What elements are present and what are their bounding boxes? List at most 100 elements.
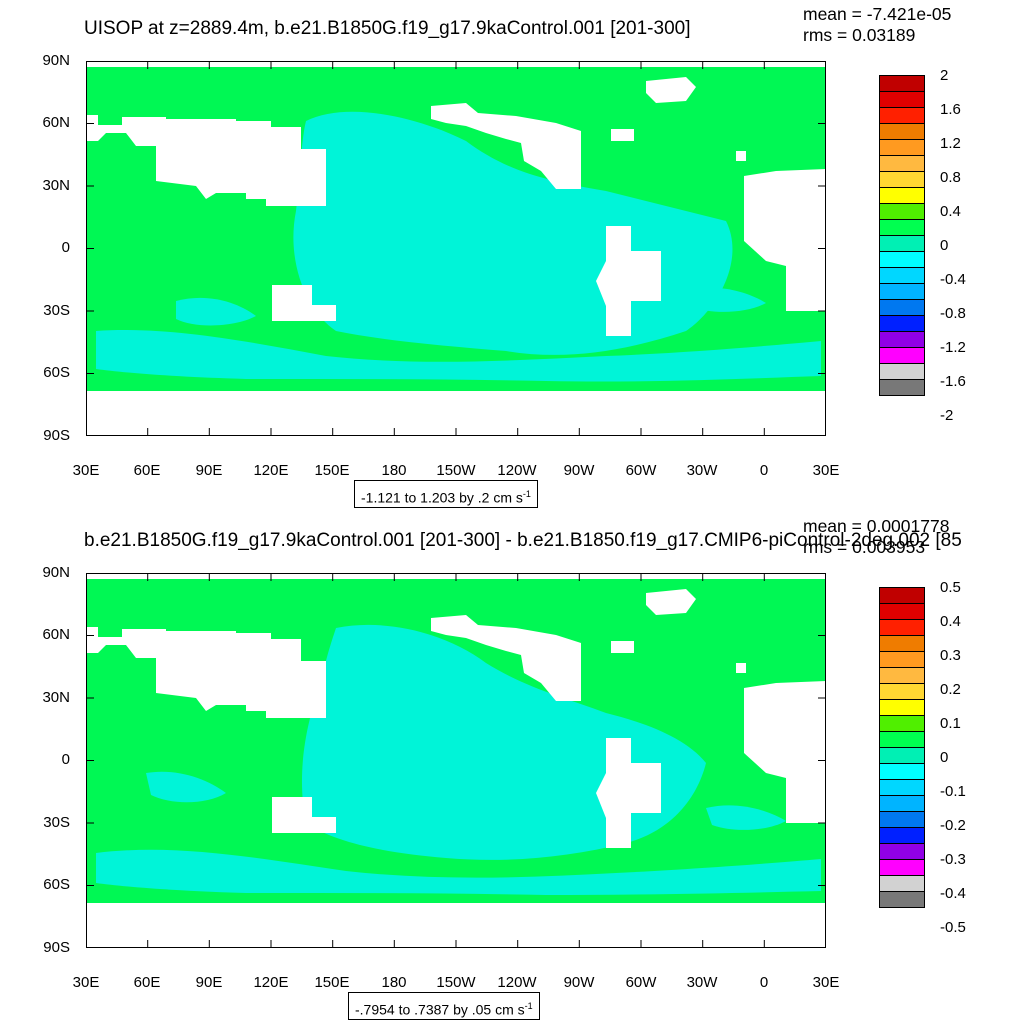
- colorbar-swatch: [879, 811, 925, 828]
- colorbar-label: 0.8: [940, 169, 961, 186]
- colorbar-swatch: [879, 155, 925, 172]
- colorbar-swatch: [879, 795, 925, 812]
- lon-label: 180: [381, 974, 407, 991]
- colorbar-swatch: [879, 587, 925, 604]
- colorbar-swatch: [879, 363, 925, 380]
- colorbar-swatch: [879, 843, 925, 860]
- colorbar-swatch: [879, 235, 925, 252]
- lon-label: 60E: [133, 974, 161, 991]
- lon-label: 60E: [133, 462, 161, 479]
- mean-value: mean = 0.0001778: [803, 516, 950, 536]
- mean-value: mean = -7.421e-05: [803, 4, 952, 24]
- colorbar-label: 0.1: [940, 715, 961, 732]
- arabia-land: [241, 691, 261, 705]
- grid-ticks: [86, 573, 826, 948]
- colorbar-swatch: [879, 91, 925, 108]
- units-label: -1.121 to 1.203 by .2 cm s-1: [354, 480, 538, 508]
- lon-label: 120W: [497, 462, 537, 479]
- colorbar-swatch: [879, 715, 925, 732]
- colorbar-swatch: [879, 875, 925, 892]
- lon-label: 30W: [686, 462, 718, 479]
- colorbar-swatch: [879, 251, 925, 268]
- lat-label: 30N: [42, 177, 70, 194]
- panel-bottom-difference: b.e21.B1850G.f19_g17.9kaControl.001 [201…: [0, 512, 1024, 1024]
- map-svg: [86, 61, 826, 436]
- colorbar-swatch: [879, 699, 925, 716]
- antarctica-land: [86, 903, 826, 948]
- colorbar-swatch: [879, 683, 925, 700]
- colorbar-label: -0.1: [940, 783, 966, 800]
- colorbar-swatch: [879, 667, 925, 684]
- colorbar-swatch: [879, 603, 925, 620]
- lon-label: 90W: [563, 974, 595, 991]
- colorbar-label: -1.6: [940, 373, 966, 390]
- north-america-land: [431, 103, 581, 189]
- lon-label: 0: [759, 974, 769, 991]
- lat-label: 60N: [42, 626, 70, 643]
- colorbar-label: 1.6: [940, 101, 961, 118]
- colorbar-swatch: [879, 107, 925, 124]
- lon-label: 150E: [314, 462, 350, 479]
- australia-land: [272, 797, 336, 833]
- colorbar-swatch: [879, 123, 925, 140]
- colorbar-swatch: [879, 779, 925, 796]
- lon-label: 30W: [686, 974, 718, 991]
- colorbar-swatch: [879, 283, 925, 300]
- colorbar-label: -0.2: [940, 817, 966, 834]
- south-america-land: [596, 226, 661, 336]
- plot-frame: [86, 61, 826, 436]
- colorbar-label: -2: [940, 407, 954, 424]
- colorbar-swatch: [879, 267, 925, 284]
- rms-value: rms = 0.03189: [803, 25, 916, 45]
- iberia-land: [736, 663, 746, 673]
- colorbar-swatch: [879, 299, 925, 316]
- lat-label: 60S: [43, 364, 70, 381]
- plot-title: b.e21.B1850G.f19_g17.9kaControl.001 [201…: [84, 530, 962, 551]
- lat-label: 90S: [43, 939, 70, 956]
- lon-label: 60W: [625, 974, 657, 991]
- colorbar-swatch: [879, 763, 925, 780]
- lon-label: 30E: [72, 974, 100, 991]
- lon-label: 150W: [436, 462, 476, 479]
- colorbar: [879, 587, 925, 908]
- colorbar-label: 1.2: [940, 135, 961, 152]
- lat-label: 60S: [43, 876, 70, 893]
- map-svg: [86, 573, 826, 948]
- colorbar-label: -0.5: [940, 919, 966, 936]
- colorbar-swatch: [879, 891, 925, 908]
- colorbar-swatch: [879, 635, 925, 652]
- lon-label: 120W: [497, 974, 537, 991]
- colorbar-swatch: [879, 187, 925, 204]
- units-label: -.7954 to .7387 by .05 cm s-1: [348, 992, 540, 1020]
- colorbar-swatch: [879, 75, 925, 92]
- lon-label: 90W: [563, 462, 595, 479]
- lon-label: 90E: [195, 974, 223, 991]
- map-plot: [86, 61, 826, 436]
- stats-box: mean = -7.421e-05 rms = 0.03189: [803, 4, 951, 46]
- south-america-land: [596, 738, 661, 848]
- lon-label: 30E: [72, 462, 100, 479]
- colorbar-swatch: [879, 859, 925, 876]
- lon-label: 60W: [625, 462, 657, 479]
- map-plot: [86, 573, 826, 948]
- lon-label: 0: [759, 462, 769, 479]
- colorbar-swatch: [879, 347, 925, 364]
- colorbar-swatch: [879, 171, 925, 188]
- colorbar-label: 0.4: [940, 613, 961, 630]
- colorbar-label: 0.5: [940, 579, 961, 596]
- colorbar-label: 0: [940, 749, 949, 766]
- eurasia-land: [86, 115, 326, 206]
- arabia-land: [241, 179, 261, 193]
- colorbar-swatch: [879, 651, 925, 668]
- africa-land: [744, 169, 826, 311]
- colorbar-label: -0.8: [940, 305, 966, 322]
- colorbar-swatch: [879, 379, 925, 396]
- colorbar-swatch: [879, 139, 925, 156]
- colorbar-swatch: [879, 731, 925, 748]
- africa-land: [744, 681, 826, 823]
- lon-label: 90E: [195, 462, 223, 479]
- antarctica-land: [86, 391, 826, 436]
- lat-label: 90N: [42, 52, 70, 69]
- lat-label: 30S: [43, 302, 70, 319]
- lat-label: 60N: [42, 114, 70, 131]
